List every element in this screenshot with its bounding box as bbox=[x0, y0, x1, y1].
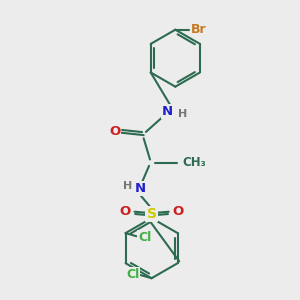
Text: H: H bbox=[123, 182, 132, 191]
Text: N: N bbox=[134, 182, 146, 195]
Text: Cl: Cl bbox=[138, 231, 151, 244]
Text: H: H bbox=[178, 109, 188, 118]
Text: N: N bbox=[162, 105, 173, 118]
Text: Cl: Cl bbox=[126, 268, 139, 281]
Text: O: O bbox=[119, 205, 130, 218]
Text: CH₃: CH₃ bbox=[183, 156, 206, 169]
Text: O: O bbox=[109, 125, 120, 139]
Text: Br: Br bbox=[191, 23, 207, 36]
Text: S: S bbox=[147, 207, 157, 221]
Text: O: O bbox=[172, 205, 184, 218]
